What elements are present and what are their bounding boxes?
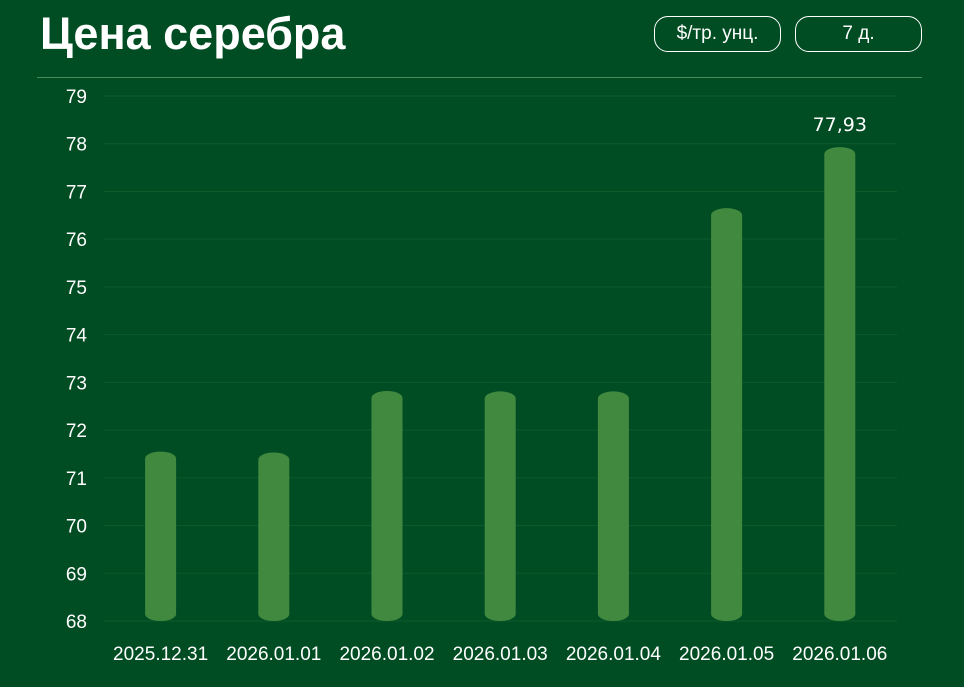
data-label: 77,93 xyxy=(813,114,867,136)
y-tick-label: 69 xyxy=(66,564,87,585)
bar xyxy=(145,451,177,621)
data-labels: 77,93 xyxy=(813,114,867,136)
y-tick-label: 78 xyxy=(66,135,87,156)
x-axis-ticks: 2025.12.31 2026.01.01 2026.01.02 2026.01.03… xyxy=(113,644,887,665)
y-tick-label: 72 xyxy=(66,421,87,442)
y-tick-label: 71 xyxy=(66,469,87,490)
bar xyxy=(824,147,856,621)
bar xyxy=(597,391,629,621)
period-selector-button[interactable]: 7 д. xyxy=(795,16,922,52)
x-tick-label: 2026.01.04 xyxy=(566,644,662,665)
y-tick-label: 70 xyxy=(66,517,87,538)
y-tick-label: 76 xyxy=(66,230,87,251)
bar xyxy=(711,208,743,621)
y-tick-label: 77 xyxy=(66,182,87,203)
y-tick-label: 75 xyxy=(66,278,87,299)
unit-selector-button[interactable]: $/тр. унц. xyxy=(654,16,781,52)
bar xyxy=(371,390,403,621)
y-tick-label: 79 xyxy=(66,87,87,108)
page-title: Цена серебра xyxy=(40,8,346,59)
y-tick-label: 73 xyxy=(66,373,87,394)
y-tick-label: 68 xyxy=(66,612,87,633)
bar xyxy=(258,452,290,621)
bar xyxy=(484,391,516,621)
x-tick-label: 2025.12.31 xyxy=(113,644,208,665)
x-tick-label: 2026.01.01 xyxy=(226,644,321,665)
x-tick-label: 2026.01.02 xyxy=(339,644,434,665)
x-tick-label: 2026.01.06 xyxy=(792,644,887,665)
header-divider xyxy=(37,77,922,78)
x-tick-label: 2026.01.05 xyxy=(679,644,774,665)
bars xyxy=(145,147,856,621)
x-tick-label: 2026.01.03 xyxy=(453,644,548,665)
y-axis-ticks: 68 69 70 71 72 73 74 75 76 77 78 79 xyxy=(66,87,88,633)
y-tick-label: 74 xyxy=(66,326,88,347)
